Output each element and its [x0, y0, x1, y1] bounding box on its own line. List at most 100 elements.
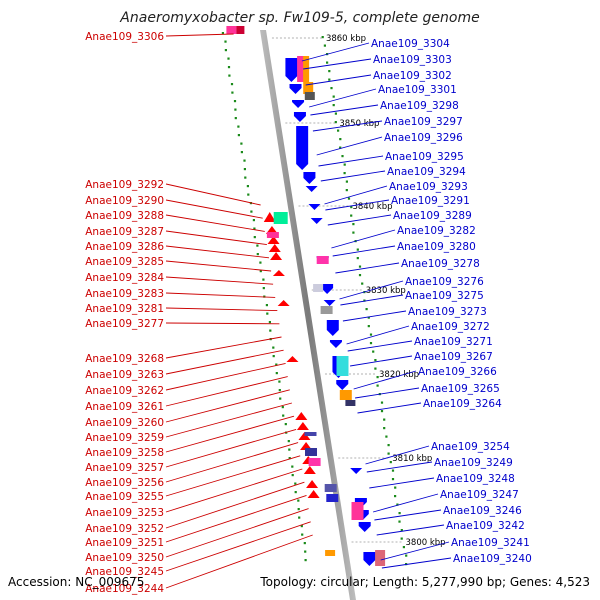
- right-gene-label[interactable]: Anae109_3296: [384, 132, 463, 144]
- forward-gene-arrow: [267, 236, 280, 244]
- gene-feature-block: [345, 400, 356, 406]
- right-gene-label[interactable]: Anae109_3278: [401, 258, 480, 270]
- gene-feature-block: [226, 26, 237, 34]
- forward-gene-arrow: [277, 300, 290, 306]
- right-gene-label[interactable]: Anae109_3298: [380, 100, 459, 112]
- forward-gene-arrow: [272, 270, 285, 276]
- forward-gene-arrow: [270, 252, 283, 260]
- right-gene-label[interactable]: Anae109_3280: [397, 241, 476, 253]
- right-gene-label[interactable]: Anae109_3301: [378, 84, 457, 96]
- left-gene-label[interactable]: Anae109_3252: [85, 523, 164, 535]
- left-gene-label[interactable]: Anae109_3253: [85, 507, 164, 519]
- forward-gene-arrow: [263, 212, 276, 222]
- right-gene-label[interactable]: Anae109_3264: [423, 398, 502, 410]
- right-gene-label[interactable]: Anae109_3275: [405, 290, 484, 302]
- left-gene-label[interactable]: Anae109_3290: [85, 195, 164, 207]
- right-gene-label[interactable]: Anae109_3276: [405, 276, 484, 288]
- map-title: Anaeromyxobacter sp. Fw109-5, complete g…: [120, 10, 480, 26]
- left-gene-label[interactable]: Anae109_3288: [85, 210, 164, 222]
- right-gene-label[interactable]: Anae109_3241: [451, 537, 530, 549]
- reverse-gene-arrow: [358, 522, 371, 532]
- scale-label: 3810 kbp: [392, 454, 432, 464]
- left-gene-label[interactable]: Anae109_3281: [85, 303, 164, 315]
- right-gene-label[interactable]: Anae109_3247: [440, 489, 519, 501]
- forward-gene-arrow: [298, 432, 311, 440]
- left-gene-label[interactable]: Anae109_3261: [85, 401, 164, 413]
- genome-backbone: [260, 30, 356, 600]
- left-gene-label[interactable]: Anae109_3245: [85, 566, 164, 578]
- scale-label: 3830 kbp: [366, 286, 406, 296]
- right-gene-label[interactable]: Anae109_3295: [385, 151, 464, 163]
- right-gene-label[interactable]: Anae109_3242: [446, 520, 525, 532]
- left-gene-label[interactable]: Anae109_3251: [85, 537, 164, 549]
- gene-feature-block: [316, 256, 329, 264]
- left-gene-label[interactable]: Anae109_3284: [85, 272, 164, 284]
- gene-feature-block: [375, 550, 386, 566]
- left-gene-label[interactable]: Anae109_3286: [85, 241, 164, 253]
- forward-gene-arrow: [286, 356, 299, 362]
- gene-feature-block: [325, 550, 336, 556]
- right-gene-label[interactable]: Anae109_3294: [387, 166, 466, 178]
- left-gene-label[interactable]: Anae109_3285: [85, 256, 164, 268]
- gene-features: [226, 26, 386, 566]
- left-gene-label[interactable]: Anae109_3256: [85, 477, 164, 489]
- reverse-gene-arrow: [321, 284, 334, 294]
- right-gene-label[interactable]: Anae109_3302: [373, 70, 452, 82]
- right-gene-label[interactable]: Anae109_3266: [418, 366, 497, 378]
- gene-feature-block: [320, 306, 333, 314]
- right-gene-label[interactable]: Anae109_3272: [411, 321, 490, 333]
- right-gene-label[interactable]: Anae109_3297: [384, 116, 463, 128]
- gene-feature-block: [304, 432, 317, 436]
- left-gene-label[interactable]: Anae109_3263: [85, 369, 164, 381]
- right-gene-label[interactable]: Anae109_3304: [371, 38, 450, 50]
- right-gene-label[interactable]: Anae109_3267: [414, 351, 493, 363]
- reverse-gene-arrow: [350, 468, 363, 474]
- reverse-gene-arrow: [285, 58, 298, 82]
- left-gene-label[interactable]: Anae109_3244: [85, 583, 164, 595]
- gene-feature-block: [297, 56, 306, 82]
- right-gene-label[interactable]: Anae109_3246: [443, 505, 522, 517]
- reverse-gene-arrow: [308, 204, 321, 210]
- right-gene-label[interactable]: Anae109_3240: [453, 553, 532, 565]
- right-gene-label[interactable]: Anae109_3282: [397, 225, 476, 237]
- scale-label: 3840 kbp: [352, 202, 392, 212]
- left-gene-label[interactable]: Anae109_3268: [85, 353, 164, 365]
- left-gene-labels: Anae109_3306 Anae109_3292 Anae109_3290 Anae…: [85, 31, 313, 595]
- gene-feature-block: [303, 82, 314, 94]
- left-gene-label[interactable]: Anae109_3258: [85, 447, 164, 459]
- right-gene-label[interactable]: Anae109_3248: [436, 473, 515, 485]
- gene-feature-block: [266, 232, 279, 238]
- right-gene-label[interactable]: Anae109_3291: [391, 195, 470, 207]
- gc-skew-track: [221, 32, 408, 566]
- left-gene-label[interactable]: Anae109_3277: [85, 318, 164, 330]
- left-gene-label[interactable]: Anae109_3306: [85, 31, 164, 43]
- left-gene-label[interactable]: Anae109_3262: [85, 385, 164, 397]
- left-gene-label[interactable]: Anae109_3287: [85, 226, 164, 238]
- right-gene-label[interactable]: Anae109_3265: [421, 383, 500, 395]
- left-gene-label[interactable]: Anae109_3250: [85, 552, 164, 564]
- reverse-gene-arrow: [336, 380, 349, 390]
- right-gene-label[interactable]: Anae109_3271: [414, 336, 493, 348]
- left-gene-label[interactable]: Anae109_3260: [85, 417, 164, 429]
- right-gene-label[interactable]: Anae109_3249: [434, 457, 513, 469]
- left-gene-label[interactable]: Anae109_3255: [85, 491, 164, 503]
- reverse-gene-arrow: [289, 84, 302, 94]
- accession-text: Accession: NC_009675: [8, 575, 145, 589]
- left-gene-label[interactable]: Anae109_3292: [85, 179, 164, 191]
- left-gene-label[interactable]: Anae109_3257: [85, 462, 164, 474]
- right-gene-label[interactable]: Anae109_3289: [393, 210, 472, 222]
- left-gene-label[interactable]: Anae109_3259: [85, 432, 164, 444]
- reverse-gene-arrow: [329, 340, 342, 348]
- forward-gene-arrow: [296, 422, 309, 430]
- forward-gene-arrow: [303, 466, 316, 474]
- right-gene-label[interactable]: Anae109_3303: [373, 54, 452, 66]
- gene-feature-block: [273, 212, 288, 224]
- gene-feature-block: [324, 484, 337, 492]
- right-gene-label[interactable]: Anae109_3254: [431, 441, 510, 453]
- right-gene-label[interactable]: Anae109_3293: [389, 181, 468, 193]
- left-gene-label[interactable]: Anae109_3283: [85, 288, 164, 300]
- gene-feature-block: [351, 502, 364, 520]
- right-gene-labels: Anae109_3304 Anae109_3303 Anae109_3302 Anae…: [301, 38, 532, 569]
- forward-gene-arrow: [268, 244, 281, 252]
- right-gene-label[interactable]: Anae109_3273: [408, 306, 487, 318]
